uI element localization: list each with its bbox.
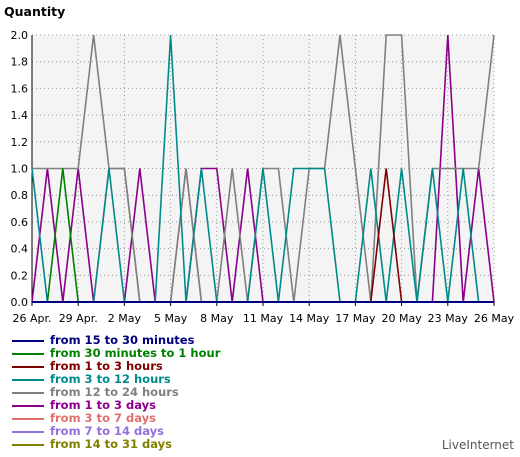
legend-swatch bbox=[12, 365, 44, 368]
y-tick-label: 1.2 bbox=[11, 136, 29, 149]
legend-label: from 3 to 7 days bbox=[50, 411, 156, 425]
x-tick-label: 23 May bbox=[428, 312, 469, 325]
legend-swatch bbox=[12, 352, 44, 355]
legend: from 15 to 30 minutes from 30 minutes to … bbox=[12, 334, 220, 451]
y-tick-label: 1.4 bbox=[11, 109, 29, 122]
legend-label: from 14 to 31 days bbox=[50, 437, 172, 451]
legend-swatch bbox=[12, 378, 44, 381]
legend-swatch bbox=[12, 443, 44, 446]
legend-label: from 1 to 3 hours bbox=[50, 359, 163, 373]
y-tick-label: 0.6 bbox=[11, 216, 29, 229]
grid bbox=[31, 34, 495, 303]
legend-label: from 7 to 14 days bbox=[50, 424, 164, 438]
legend-item: from 1 to 3 hours bbox=[12, 360, 220, 373]
y-tick-label: 2.0 bbox=[11, 29, 29, 42]
legend-item: from 1 to 3 days bbox=[12, 399, 220, 412]
legend-item: from 3 to 7 days bbox=[12, 412, 220, 425]
series-group bbox=[31, 34, 495, 303]
legend-swatch bbox=[12, 404, 44, 407]
legend-label: from 1 to 3 days bbox=[50, 398, 156, 412]
legend-label: from 30 minutes to 1 hour bbox=[50, 346, 221, 360]
x-tick-labels: 26 Apr. 29 Apr. 2 May 5 May 8 May 11 May 14 Ma… bbox=[12, 312, 514, 325]
x-tick-label: 5 May bbox=[154, 312, 188, 325]
legend-item: from 7 to 14 days bbox=[12, 425, 220, 438]
x-tick-label: 26 Apr. bbox=[12, 312, 51, 325]
legend-item: from 12 to 24 hours bbox=[12, 386, 220, 399]
x-tick-label: 8 May bbox=[200, 312, 234, 325]
y-tick-label: 0.2 bbox=[11, 269, 29, 282]
x-tick-label: 2 May bbox=[108, 312, 142, 325]
watermark: LiveInternet bbox=[441, 438, 514, 452]
legend-item: from 15 to 30 minutes bbox=[12, 334, 220, 347]
legend-label: from 15 to 30 minutes bbox=[50, 333, 195, 347]
x-tick-label: 29 Apr. bbox=[59, 312, 98, 325]
legend-label: from 12 to 24 hours bbox=[50, 385, 179, 399]
x-tick-label: 11 May bbox=[243, 312, 284, 325]
legend-item: from 30 minutes to 1 hour bbox=[12, 347, 220, 360]
legend-item: from 3 to 12 hours bbox=[12, 373, 220, 386]
y-tick-label: 0.8 bbox=[11, 189, 29, 202]
y-tick-label: 1.8 bbox=[11, 56, 29, 69]
x-tick-label: 20 May bbox=[381, 312, 422, 325]
y-tick-labels: 0.0 0.2 0.4 0.6 0.8 1.0 1.2 1.4 1.6 1.8 2.0 bbox=[11, 29, 29, 309]
chart: Quantity 0.0 0.2 0.4 0.6 0.8 1.0 1.2 1.4 1.6 1.8 2… bbox=[4, 4, 515, 325]
y-tick-label: 1.0 bbox=[11, 163, 29, 176]
legend-swatch bbox=[12, 430, 44, 433]
x-tick-label: 26 May bbox=[474, 312, 515, 325]
y-tick-label: 0.4 bbox=[11, 243, 29, 256]
legend-swatch bbox=[12, 391, 44, 394]
y-tick-label: 1.6 bbox=[11, 82, 29, 95]
legend-label: from 3 to 12 hours bbox=[50, 372, 171, 386]
y-tick-label: 0.0 bbox=[11, 296, 29, 309]
legend-swatch bbox=[12, 417, 44, 420]
x-tick-label: 14 May bbox=[289, 312, 330, 325]
legend-swatch bbox=[12, 339, 44, 342]
x-tick-label: 17 May bbox=[335, 312, 376, 325]
y-axis-title: Quantity bbox=[4, 4, 65, 19]
legend-item: from 14 to 31 days bbox=[12, 438, 220, 451]
